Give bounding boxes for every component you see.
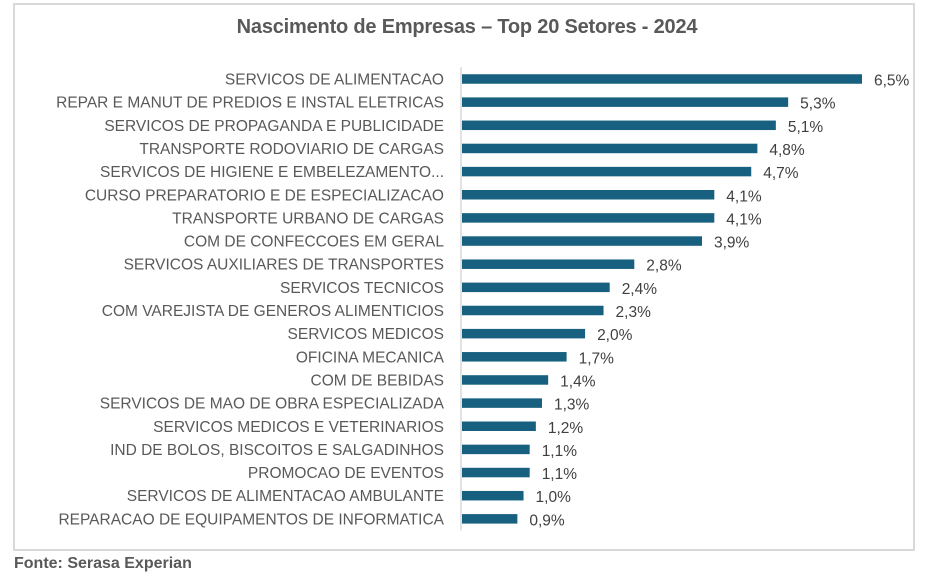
category-label: SERVICOS DE MAO DE OBRA ESPECIALIZADA — [100, 396, 445, 413]
data-label: 3,9% — [714, 235, 750, 252]
category-label: SERVICOS TECNICOS — [280, 280, 444, 297]
category-label: REPAR E MANUT DE PREDIOS E INSTAL ELETRI… — [56, 95, 444, 112]
bar — [462, 514, 518, 524]
data-label: 1,0% — [536, 489, 572, 506]
data-label: 5,3% — [800, 96, 836, 113]
chart-frame — [13, 3, 915, 551]
data-label: 5,1% — [788, 119, 824, 136]
data-labels-group: 6,5%5,3%5,1%4,8%4,7%4,1%4,1%3,9%2,8%2,4%… — [529, 73, 909, 530]
bar — [462, 282, 610, 293]
data-label: 1,7% — [579, 350, 615, 367]
bar — [462, 166, 752, 177]
category-label: SERVICOS DE PROPAGANDA E PUBLICIDADE — [104, 118, 444, 135]
bar — [462, 352, 567, 362]
category-label: SERVICOS DE ALIMENTACAO — [225, 72, 444, 89]
data-label: 1,3% — [554, 397, 590, 414]
data-label: 2,3% — [616, 304, 652, 321]
data-label: 0,9% — [529, 512, 565, 529]
data-label: 4,1% — [726, 188, 762, 205]
category-label: SERVICOS DE ALIMENTACAO AMBULANTE — [127, 488, 444, 505]
bar — [462, 190, 715, 200]
bar — [462, 398, 542, 408]
data-label: 4,7% — [763, 165, 799, 182]
bar — [462, 375, 549, 385]
bar — [462, 490, 524, 501]
data-label: 2,8% — [646, 258, 682, 275]
source-note: Fonte: Serasa Experian — [14, 555, 192, 572]
data-label: 1,4% — [560, 373, 596, 390]
bar — [462, 444, 530, 455]
category-labels-group: SERVICOS DE ALIMENTACAO REPAR E MANUT DE … — [56, 72, 445, 529]
category-label: SERVICOS DE HIGIENE E EMBELEZAMENTO... — [100, 164, 444, 181]
data-label: 1,1% — [542, 443, 578, 460]
category-label: OFICINA MECANICA — [296, 349, 445, 366]
category-label: COM VAREJISTA DE GENEROS ALIMENTICIOS — [102, 303, 444, 320]
chart-title: Nascimento de Empresas – Top 20 Setores … — [236, 16, 698, 38]
category-label: SERVICOS MEDICOS E VETERINARIOS — [153, 419, 444, 436]
data-label: 4,1% — [726, 211, 762, 228]
data-label: 1,1% — [542, 466, 578, 483]
category-label: CURSO PREPARATORIO E DE ESPECIALIZACAO — [85, 187, 444, 204]
category-label: IND DE BOLOS, BISCOITOS E SALGADINHOS — [110, 442, 444, 459]
bar — [462, 120, 776, 131]
category-label: REPARACAO DE EQUIPAMENTOS DE INFORMATICA — [58, 511, 444, 528]
data-label: 2,4% — [622, 281, 658, 298]
bar — [462, 259, 635, 269]
bar — [462, 236, 702, 246]
category-label: COM DE BEBIDAS — [311, 372, 445, 389]
category-label: PROMOCAO DE EVENTOS — [248, 465, 444, 482]
bar — [462, 467, 530, 478]
data-label: 1,2% — [548, 420, 584, 437]
bar — [462, 305, 604, 316]
bar — [462, 74, 862, 84]
bars-group — [462, 74, 862, 524]
bar — [462, 213, 715, 223]
category-label: COM DE CONFECCOES EM GERAL — [184, 234, 444, 251]
bar — [462, 328, 586, 339]
category-label: SERVICOS AUXILIARES DE TRANSPORTES — [124, 257, 444, 274]
data-label: 2,0% — [597, 327, 633, 344]
bar — [462, 97, 789, 107]
bar — [462, 143, 758, 154]
category-label: SERVICOS MEDICOS — [288, 326, 444, 343]
data-label: 6,5% — [874, 73, 910, 90]
category-label: TRANSPORTE URBANO DE CARGAS — [172, 210, 444, 227]
bar — [462, 421, 536, 431]
category-label: TRANSPORTE RODOVIARIO DE CARGAS — [139, 141, 444, 158]
data-label: 4,8% — [769, 142, 805, 159]
